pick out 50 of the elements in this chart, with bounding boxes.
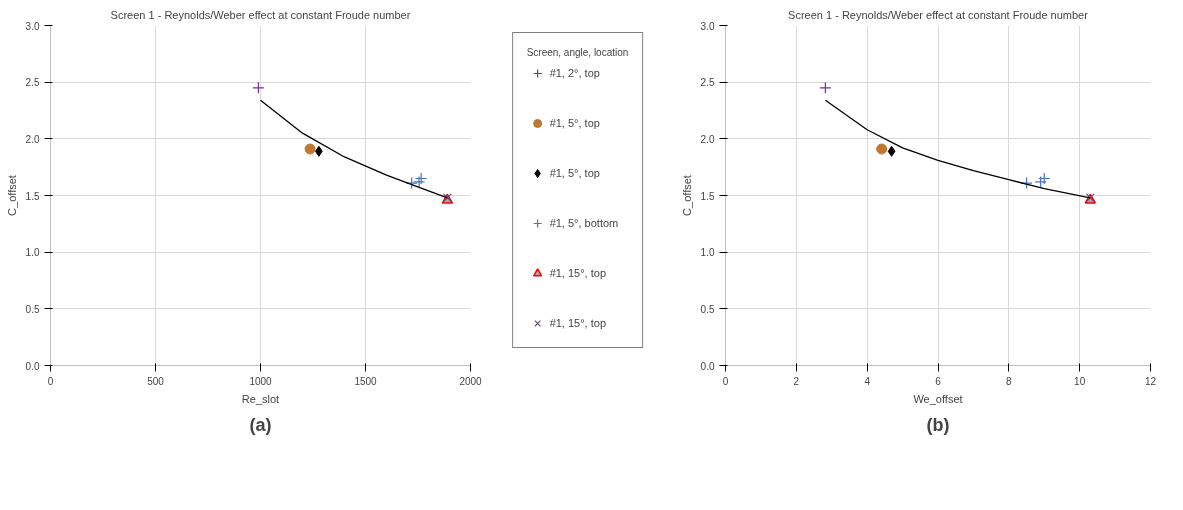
y-axis-title: C_offset <box>680 175 693 216</box>
y-axis-title: C_offset <box>5 175 18 216</box>
legend-label: #1, 2°, top <box>549 67 600 79</box>
x-tick-label: 500 <box>147 375 165 387</box>
legend-label: #1, 5°, bottom <box>549 217 619 229</box>
y-tick-label: 0.0 <box>700 360 715 372</box>
point <box>405 176 418 190</box>
x-tick-label: 12 <box>1144 375 1157 387</box>
legend-label: #1, 15°, top <box>549 267 607 279</box>
x-axis-title: Re_slot <box>241 392 280 405</box>
point <box>819 81 832 94</box>
x-tick-label: 1500 <box>354 375 378 387</box>
y-tick-label: 1.0 <box>700 247 715 259</box>
point <box>304 143 316 155</box>
x-tick-label: 2000 <box>459 375 483 387</box>
x-tick-label: 4 <box>864 375 871 387</box>
point <box>252 81 265 94</box>
x-tick-label: 2 <box>793 375 800 387</box>
point <box>1038 172 1051 185</box>
legend-label: #1, 5°, top <box>549 117 600 129</box>
text: (b) <box>926 414 950 435</box>
point <box>876 143 888 155</box>
y-tick-label: 0.5 <box>700 303 715 315</box>
legend-label: #1, 5°, top <box>549 167 600 179</box>
x-tick-label: 0 <box>47 375 54 387</box>
y-tick-label: 3.0 <box>700 20 715 32</box>
text: (a) <box>249 414 272 435</box>
y-tick-label: 2.0 <box>25 133 40 145</box>
legend-title: Screen, angle, location <box>526 47 629 58</box>
x-tick-label: 0 <box>722 375 729 387</box>
x-tick-label: 10 <box>1074 375 1086 387</box>
y-tick-label: 0.0 <box>25 360 40 372</box>
chart-title: Screen 1 - Reynolds/Weber effect at constant Froude number <box>788 8 1089 21</box>
x-tick-label: 6 <box>935 375 942 387</box>
y-tick-label: 2.5 <box>700 77 715 89</box>
y-tick-label: 2.5 <box>25 77 40 89</box>
point <box>1020 176 1033 190</box>
point <box>887 145 896 157</box>
y-tick-label: 1.5 <box>25 190 40 202</box>
y-tick-label: 1.0 <box>25 247 40 259</box>
point <box>1034 175 1047 188</box>
x-tick-label: 1000 <box>249 375 273 387</box>
legend-label: #1, 15°, top <box>549 317 607 329</box>
x-tick-label: 8 <box>1006 375 1013 387</box>
y-tick-label: 3.0 <box>25 20 40 32</box>
chart-title: Screen 1 - Reynolds/Weber effect at constant Froude number <box>110 8 411 21</box>
y-tick-label: 1.5 <box>700 190 715 202</box>
y-tick-label: 2.0 <box>700 133 715 145</box>
x-axis-title: We_offset <box>913 392 963 405</box>
y-tick-label: 0.5 <box>25 303 40 315</box>
